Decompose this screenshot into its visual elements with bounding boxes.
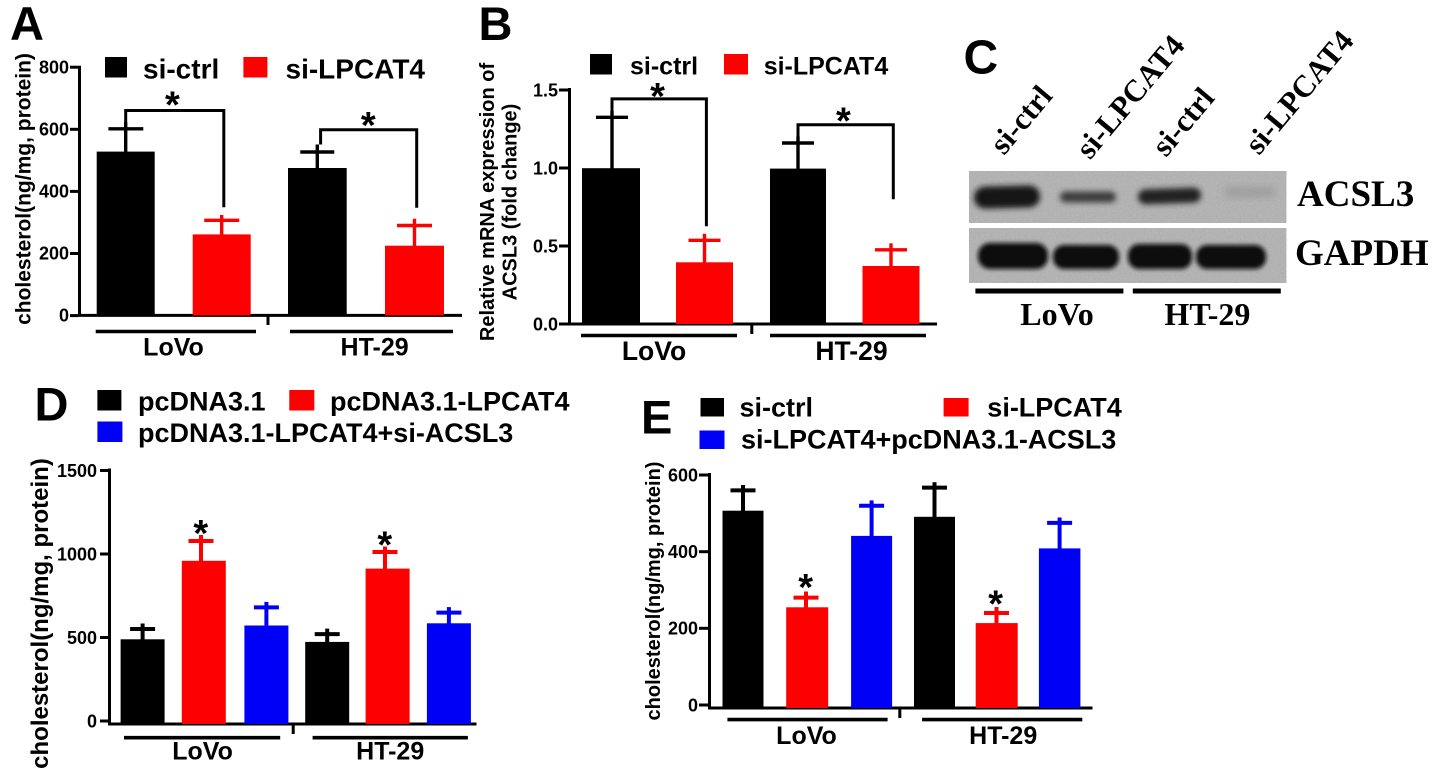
svg-text:200: 200: [668, 619, 698, 639]
svg-text:*: *: [650, 76, 665, 118]
svg-text:*: *: [165, 85, 180, 127]
svg-text:pcDNA3.1: pcDNA3.1: [138, 386, 266, 416]
svg-text:0.0: 0.0: [533, 314, 558, 334]
svg-text:si-ctrl: si-ctrl: [630, 53, 698, 81]
svg-text:LoVo: LoVo: [776, 722, 837, 750]
svg-text:cholesterol(ng/mg, protein): cholesterol(ng/mg, protein): [643, 462, 665, 721]
svg-text:LoVo: LoVo: [143, 334, 204, 362]
svg-text:*: *: [193, 513, 208, 555]
svg-text:HT-29: HT-29: [815, 336, 887, 366]
svg-text:E: E: [641, 390, 672, 443]
svg-text:cholesterol(ng/mg, protein): cholesterol(ng/mg, protein): [27, 458, 54, 769]
svg-text:si-ctrl: si-ctrl: [143, 54, 219, 85]
svg-text:si-ctrl: si-ctrl: [983, 78, 1060, 160]
svg-text:0: 0: [688, 695, 698, 715]
svg-text:400: 400: [668, 542, 698, 562]
svg-text:LoVo: LoVo: [622, 336, 686, 366]
svg-text:600: 600: [668, 465, 698, 485]
svg-text:*: *: [798, 567, 813, 609]
svg-text:si-LPCAT4: si-LPCAT4: [286, 54, 426, 85]
svg-text:ACSL3: ACSL3: [1297, 174, 1414, 215]
svg-text:HT-29: HT-29: [969, 722, 1037, 750]
svg-text:0: 0: [87, 711, 97, 731]
svg-text:1.5: 1.5: [533, 80, 558, 100]
svg-text:*: *: [361, 105, 376, 147]
svg-text:A: A: [10, 0, 44, 50]
svg-text:0: 0: [59, 306, 69, 326]
svg-text:200: 200: [39, 244, 69, 264]
svg-text:0.5: 0.5: [533, 236, 558, 256]
svg-text:500: 500: [67, 628, 97, 648]
svg-text:C: C: [964, 31, 999, 84]
svg-text:cholesterol(ng/mg, protein): cholesterol(ng/mg, protein): [13, 53, 36, 325]
svg-text:B: B: [479, 0, 513, 50]
svg-text:*: *: [377, 524, 392, 566]
svg-text:si-ctrl: si-ctrl: [740, 393, 814, 423]
svg-text:GAPDH: GAPDH: [1295, 233, 1429, 274]
svg-text:pcDNA3.1-LPCAT4+si-ACSL3: pcDNA3.1-LPCAT4+si-ACSL3: [138, 418, 513, 448]
svg-text:HT-29: HT-29: [356, 738, 424, 766]
svg-text:pcDNA3.1-LPCAT4: pcDNA3.1-LPCAT4: [330, 386, 570, 416]
svg-text:HT-29: HT-29: [1164, 296, 1250, 332]
svg-text:si-LPCAT4: si-LPCAT4: [764, 53, 889, 81]
svg-text:si-LPCAT4+pcDNA3.1-ACSL3: si-LPCAT4+pcDNA3.1-ACSL3: [741, 425, 1116, 455]
svg-text:LoVo: LoVo: [172, 738, 233, 766]
svg-text:1.0: 1.0: [533, 158, 558, 178]
svg-text:Relative mRNA expression of: Relative mRNA expression of: [477, 63, 499, 342]
svg-text:si-LPCAT4: si-LPCAT4: [987, 393, 1122, 423]
svg-text:600: 600: [39, 119, 69, 139]
svg-text:400: 400: [39, 182, 69, 202]
svg-text:si-LPCAT4: si-LPCAT4: [1238, 24, 1361, 161]
svg-text:1500: 1500: [57, 461, 97, 481]
svg-text:800: 800: [39, 57, 69, 77]
svg-text:ACSL3 (fold change): ACSL3 (fold change): [500, 104, 522, 301]
svg-text:1000: 1000: [57, 544, 97, 564]
svg-text:*: *: [988, 584, 1003, 626]
svg-text:LoVo: LoVo: [1020, 296, 1094, 332]
svg-text:*: *: [836, 100, 851, 142]
svg-text:D: D: [35, 378, 69, 431]
svg-text:HT-29: HT-29: [341, 334, 409, 362]
svg-text:si-ctrl: si-ctrl: [1145, 80, 1222, 162]
